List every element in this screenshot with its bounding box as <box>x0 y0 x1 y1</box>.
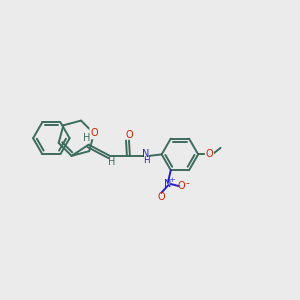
Text: +: + <box>170 178 175 184</box>
Text: O: O <box>90 128 98 139</box>
Text: -: - <box>185 178 189 188</box>
Text: H: H <box>108 157 115 167</box>
Text: O: O <box>177 181 185 191</box>
Text: N: N <box>164 179 172 189</box>
Text: O: O <box>158 192 165 202</box>
Text: H: H <box>82 133 90 143</box>
Text: N: N <box>142 149 150 159</box>
Text: H: H <box>143 156 149 165</box>
Text: O: O <box>206 149 213 159</box>
Text: O: O <box>125 130 133 140</box>
